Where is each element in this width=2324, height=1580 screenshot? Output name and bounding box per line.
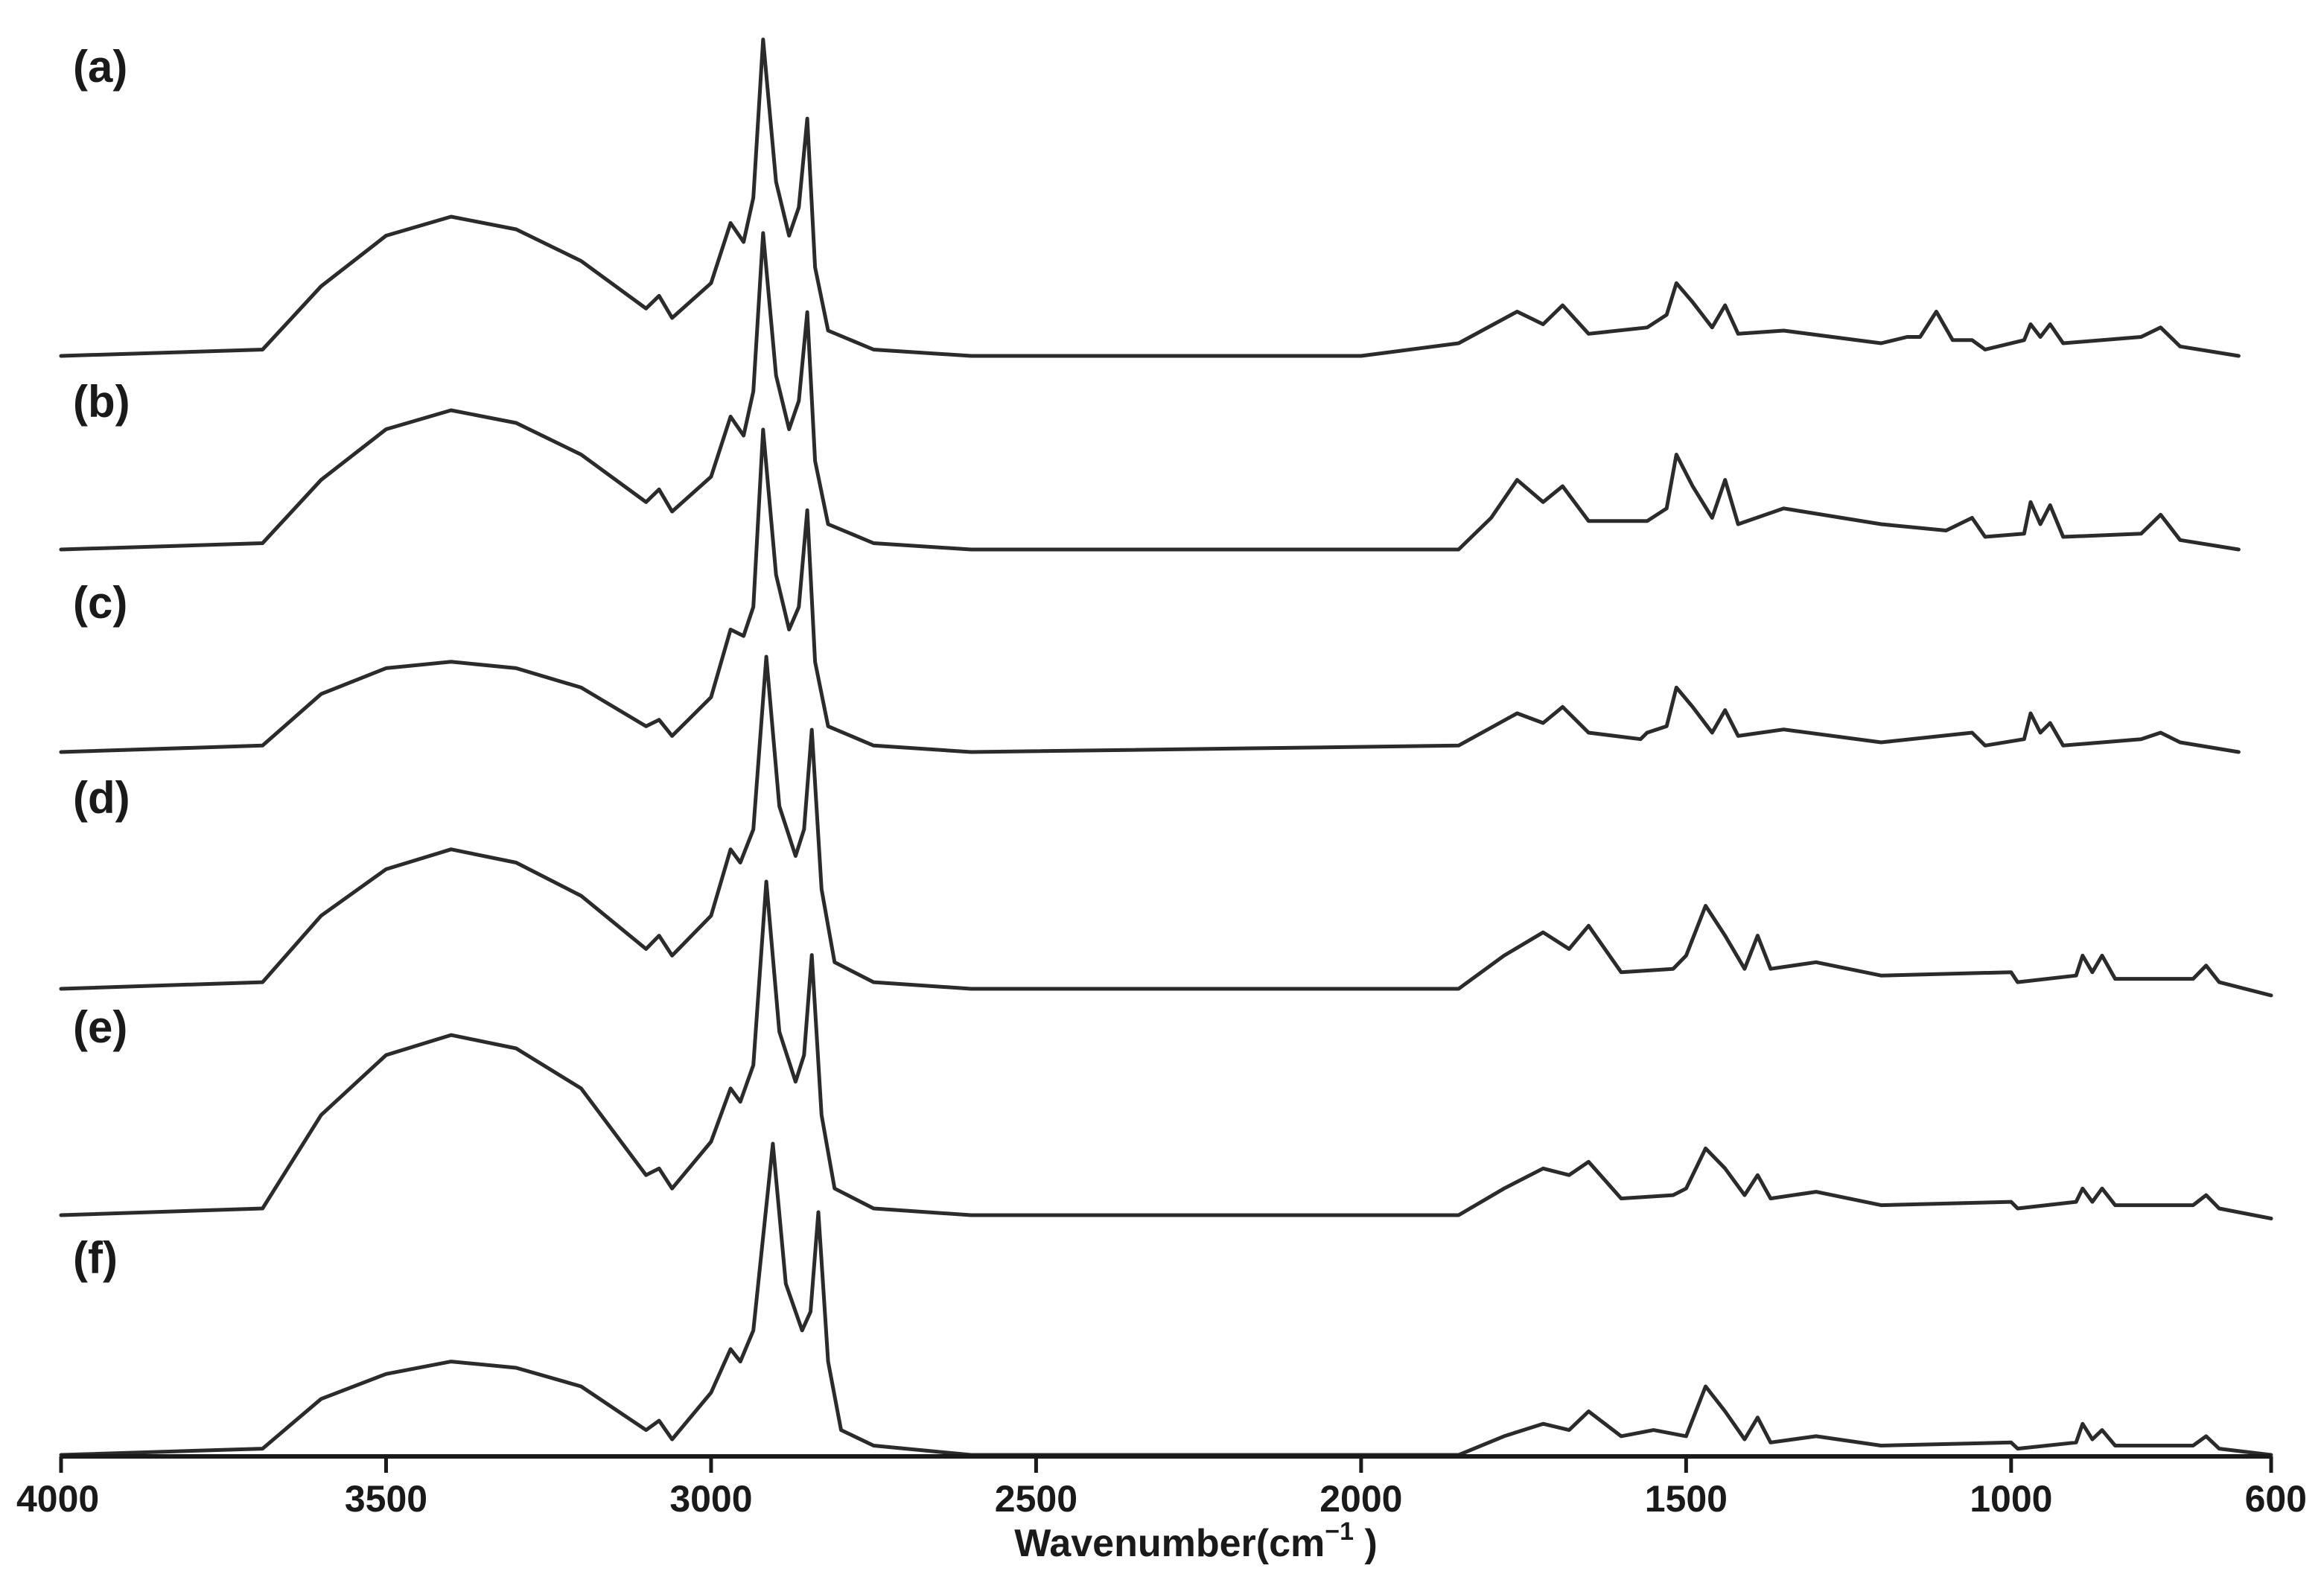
x-tick-label-1500: 1500 xyxy=(1645,1478,1728,1520)
spectra-lines xyxy=(59,37,2273,1457)
x-axis-title-close: ) xyxy=(1354,1522,1378,1565)
panel-label-b: (b) xyxy=(73,377,130,427)
spectrum-line-c xyxy=(59,427,2241,754)
panel-label-f: (f) xyxy=(73,1233,118,1283)
x-axis: 4000 3500 3000 2500 2000 1500 1000 600 Wavenumb… xyxy=(16,1454,2307,1565)
x-tick-label-4000: 4000 xyxy=(16,1478,99,1520)
panel-label-e: (e) xyxy=(73,1002,127,1052)
panel-labels: (a) (b) (c) (d) (e) (f) xyxy=(73,42,130,1283)
x-ticks: 4000 3500 3000 2500 2000 1500 1000 600 xyxy=(16,1456,2307,1520)
x-tick-label-1000: 1000 xyxy=(1970,1478,2052,1520)
x-axis-title-superscript: −1 xyxy=(1325,1517,1354,1546)
panel-label-a: (a) xyxy=(73,42,127,92)
x-tick-label-600: 600 xyxy=(2245,1478,2307,1520)
panel-label-c: (c) xyxy=(73,578,127,628)
panel-label-d: (d) xyxy=(73,773,130,823)
x-axis-title: Wavenumber(cm−1 ) xyxy=(1014,1517,1378,1565)
x-tick-label-2500: 2500 xyxy=(995,1478,1077,1520)
x-tick-label-3000: 3000 xyxy=(669,1478,752,1520)
spectrum-line-d xyxy=(59,654,2273,998)
x-tick-label-2000: 2000 xyxy=(1319,1478,1402,1520)
spectrum-line-a xyxy=(59,37,2241,358)
x-axis-title-main: Wavenumber(cm xyxy=(1014,1522,1325,1565)
spectrum-line-b xyxy=(59,231,2241,552)
x-tick-label-3500: 3500 xyxy=(345,1478,427,1520)
spectrum-line-f xyxy=(59,1141,2273,1457)
spectrum-line-e xyxy=(59,879,2273,1220)
